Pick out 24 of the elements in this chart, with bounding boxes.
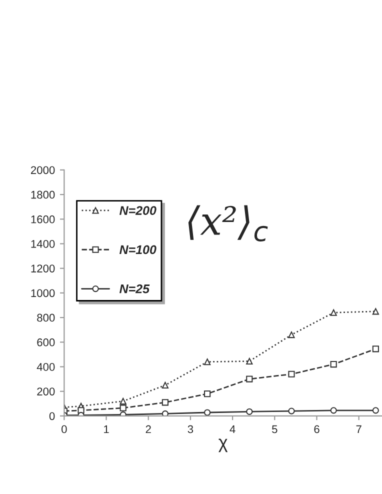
y-tick-label: 800 bbox=[37, 314, 55, 322]
y-tick-label: 400 bbox=[36, 363, 55, 371]
x-tick-label: 7 bbox=[356, 425, 362, 434]
y-tick-label: 1400 bbox=[31, 240, 55, 248]
x-tick-label: 5 bbox=[272, 425, 278, 434]
y-tick-label: 600 bbox=[37, 338, 55, 346]
y-tick-label: 1200 bbox=[31, 264, 55, 272]
x-tick-label: 4 bbox=[230, 425, 236, 434]
y-tick-label: 1600 bbox=[31, 215, 55, 224]
y-tick-label: 2000 bbox=[30, 166, 55, 174]
x-axis-title: χ bbox=[218, 438, 228, 452]
x-tick-label: 3 bbox=[188, 425, 194, 434]
legend-label: N=25 bbox=[120, 284, 150, 294]
legend-label: N=200 bbox=[120, 206, 156, 215]
x-tick-label: 1 bbox=[104, 425, 109, 434]
y-tick-label: 200 bbox=[37, 388, 55, 396]
x-tick-label: 6 bbox=[314, 425, 320, 434]
x-tick-label: 2 bbox=[146, 425, 151, 434]
x-tick-label: 0 bbox=[62, 425, 67, 434]
annotation: ⟨x²⟩$_{c}$ bbox=[188, 205, 268, 242]
y-tick-label: 1800 bbox=[31, 190, 55, 199]
y-tick-label: 0 bbox=[49, 412, 55, 420]
legend-label: N=100 bbox=[120, 245, 156, 254]
y-tick-label: 1000 bbox=[31, 289, 55, 298]
